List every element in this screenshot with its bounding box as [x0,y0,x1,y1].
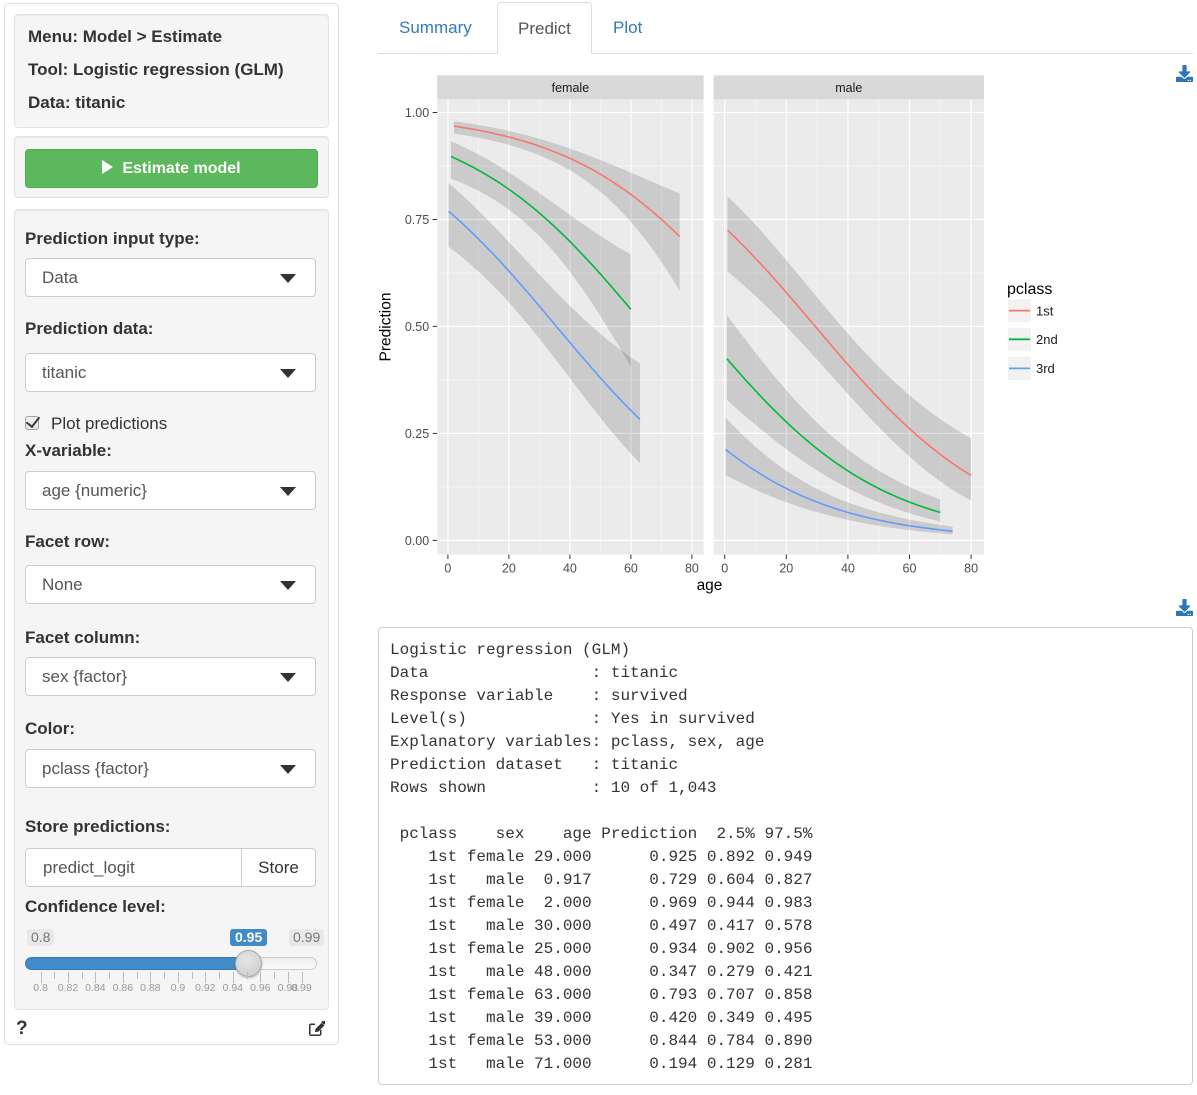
svg-text:age: age [697,577,723,594]
svg-text:2nd: 2nd [1036,332,1058,347]
svg-text:20: 20 [779,562,793,576]
svg-text:0.50: 0.50 [405,320,429,334]
svg-text:60: 60 [624,562,638,576]
svg-text:20: 20 [502,562,516,576]
svg-text:female: female [552,81,590,95]
svg-text:Prediction: Prediction [378,293,395,362]
svg-text:male: male [835,81,862,95]
svg-text:80: 80 [964,562,978,576]
svg-text:40: 40 [563,562,577,576]
svg-text:0.75: 0.75 [405,213,429,227]
svg-text:1st: 1st [1036,303,1054,318]
svg-text:40: 40 [841,562,855,576]
svg-text:1.00: 1.00 [405,106,429,120]
svg-text:0.00: 0.00 [405,534,429,548]
svg-text:pclass: pclass [1007,281,1052,298]
svg-text:60: 60 [903,562,917,576]
svg-text:80: 80 [685,562,699,576]
svg-text:3rd: 3rd [1036,361,1055,376]
svg-text:0: 0 [721,562,728,576]
svg-text:0: 0 [444,562,451,576]
svg-text:0.25: 0.25 [405,427,429,441]
